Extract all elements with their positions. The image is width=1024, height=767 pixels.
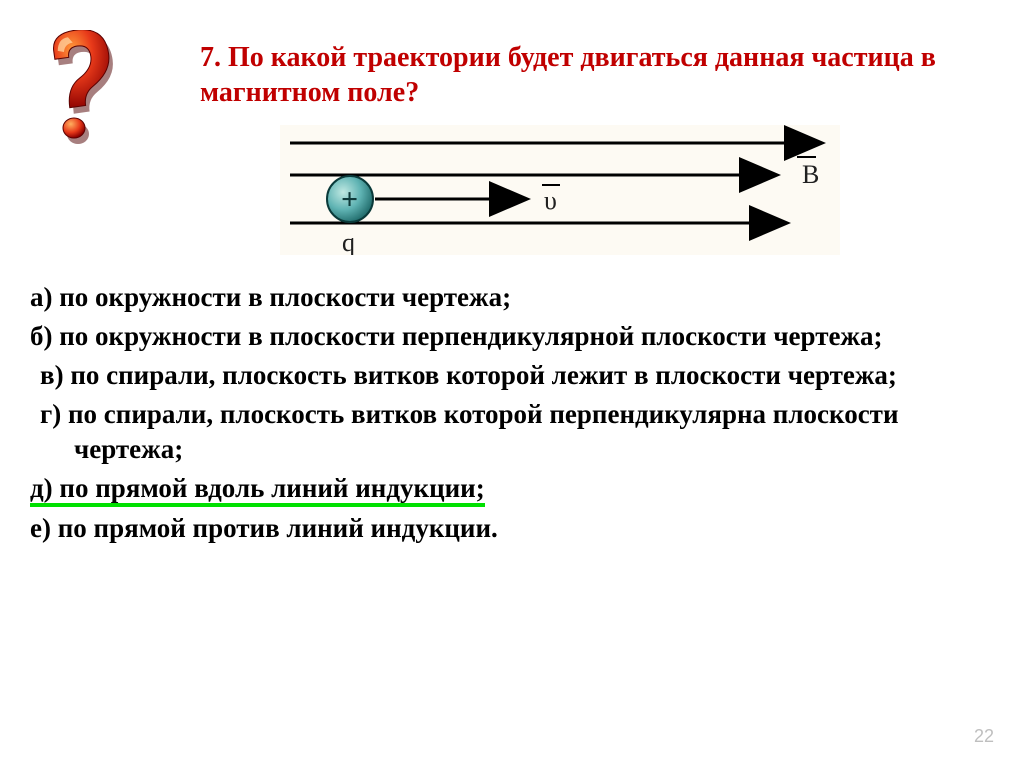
option-c: в) по спирали, плоскость витков которой …: [30, 358, 990, 393]
page-number: 22: [974, 726, 994, 747]
charge-label: q: [342, 228, 355, 255]
charge-sign: +: [341, 183, 358, 216]
answer-options: а) по окружности в плоскости чертежа; б)…: [30, 280, 990, 550]
option-b: б) по окружности в плоскости перпендикул…: [30, 319, 990, 354]
option-e: д) по прямой вдоль линий индукции;: [30, 471, 990, 506]
physics-diagram: B υ + q: [280, 125, 840, 255]
option-d: г) по спирали, плоскость витков которой …: [30, 397, 990, 467]
question-title: 7. По какой траектории будет двигаться д…: [200, 40, 980, 110]
option-f: е) по прямой против линий индукции.: [30, 511, 990, 546]
velocity-label: υ: [544, 186, 557, 215]
option-a: а) по окружности в плоскости чертежа;: [30, 280, 990, 315]
b-vector-label: B: [802, 160, 819, 189]
correct-answer-underline: д) по прямой вдоль линий индукции;: [30, 473, 485, 507]
question-mark-icon: [30, 30, 130, 140]
